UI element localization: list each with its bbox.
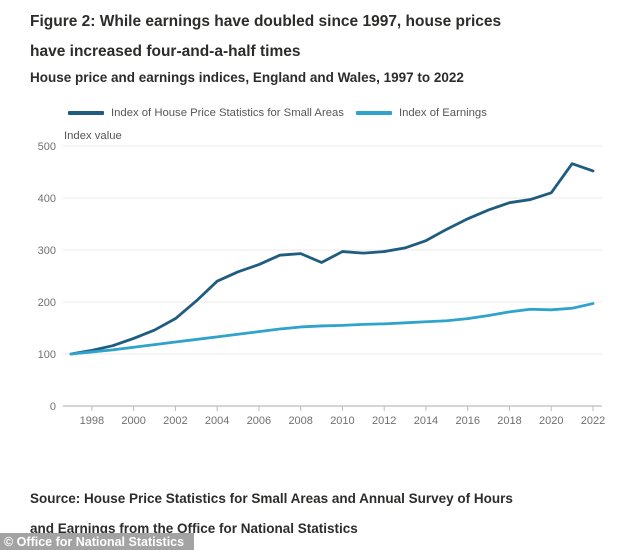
line-chart: 0 100 200 300 400 500 1998 2000 2002 2004 2006 2008… bbox=[38, 141, 606, 427]
series-line-earnings bbox=[69, 302, 595, 356]
x-tick-label: 2010 bbox=[330, 415, 354, 427]
legend-label-house-prices: Index of House Price Statistics for Smal… bbox=[111, 107, 344, 119]
source-note: Source: House Price Statistics for Small… bbox=[30, 484, 610, 544]
source-line2: and Earnings from the Office for Nationa… bbox=[30, 521, 358, 536]
figure-title-line2: have increased four-and-a-half times bbox=[30, 43, 301, 60]
y-axis-title: Index value bbox=[64, 130, 126, 142]
x-tick-label: 1998 bbox=[80, 415, 104, 427]
x-tick-label: 2006 bbox=[247, 415, 271, 427]
x-tick-label: 2008 bbox=[288, 415, 312, 427]
x-tick-label: 2000 bbox=[121, 415, 145, 427]
chart-subtitle: House price and earnings indices, Englan… bbox=[30, 70, 464, 85]
source-line1: Source: House Price Statistics for Small… bbox=[30, 491, 513, 506]
y-tick-label: 500 bbox=[38, 141, 56, 153]
earnings-line-swatch bbox=[355, 111, 392, 115]
chart-legend: Index of House Price Statistics for Smal… bbox=[68, 107, 487, 119]
legend-item-earnings: Index of Earnings bbox=[355, 107, 487, 119]
series-line-house-prices bbox=[69, 162, 595, 356]
x-tick-label: 2002 bbox=[163, 415, 187, 427]
x-tick-label: 2018 bbox=[497, 415, 521, 427]
x-tick-label: 2014 bbox=[414, 415, 438, 427]
legend-item-house-prices: Index of House Price Statistics for Smal… bbox=[68, 107, 344, 119]
figure-title: Figure 2: While earnings have doubled si… bbox=[30, 7, 615, 67]
x-tick-label: 2016 bbox=[455, 415, 479, 427]
ons-watermark: © Office for National Statistics bbox=[0, 533, 195, 550]
y-tick-label: 400 bbox=[38, 193, 56, 205]
legend-label-earnings: Index of Earnings bbox=[398, 107, 487, 119]
y-tick-label: 200 bbox=[38, 297, 56, 309]
x-tick-label: 2012 bbox=[372, 415, 396, 427]
x-tick-label: 2020 bbox=[539, 415, 563, 427]
figure-title-line1: Figure 2: While earnings have doubled si… bbox=[30, 13, 502, 30]
x-tick-label: 2022 bbox=[581, 415, 605, 427]
house-price-line-swatch bbox=[68, 111, 104, 115]
y-tick-label: 0 bbox=[50, 401, 56, 413]
y-tick-label: 100 bbox=[38, 349, 56, 361]
x-tick-label: 2004 bbox=[205, 415, 229, 427]
y-tick-label: 300 bbox=[38, 245, 56, 257]
